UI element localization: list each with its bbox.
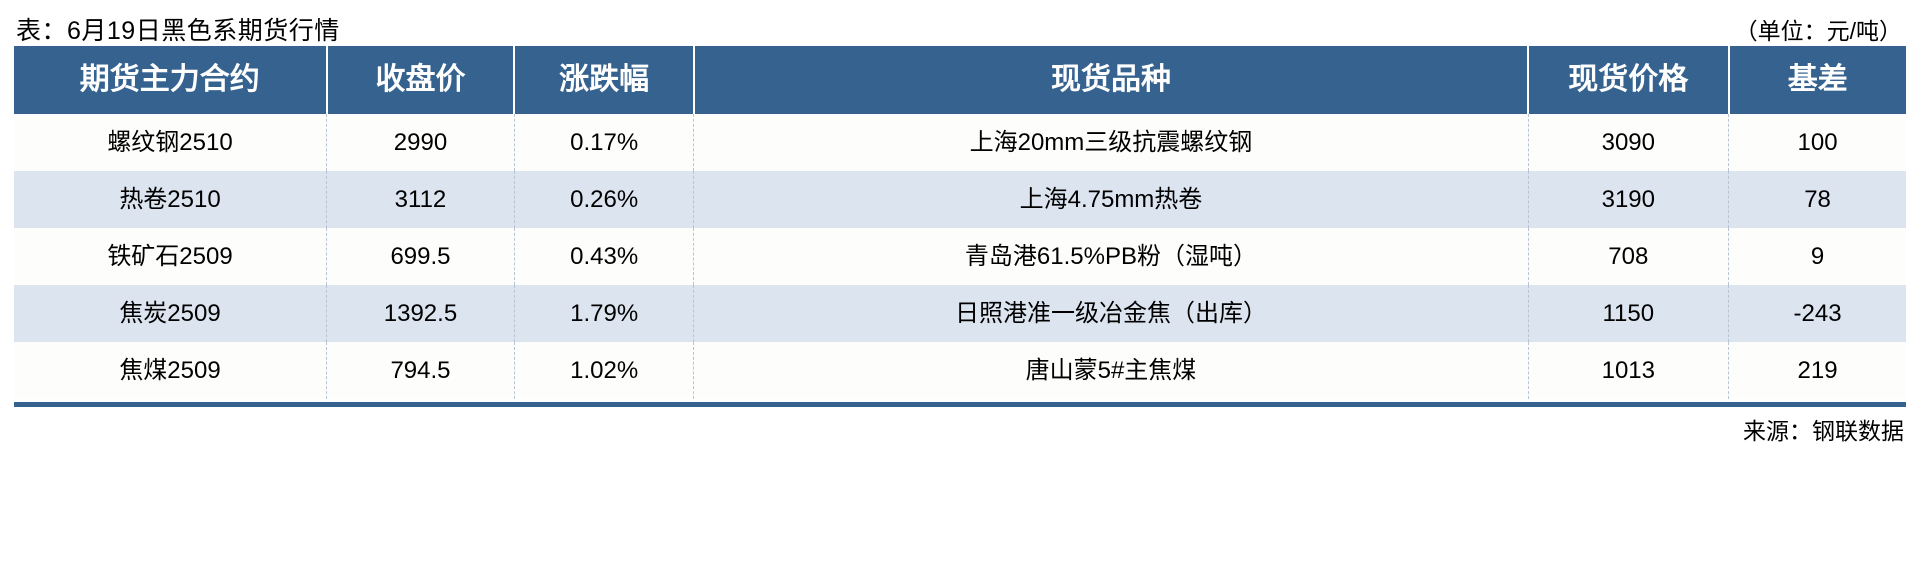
cell-change-pct: 0.17% — [514, 114, 695, 171]
table-body: 螺纹钢2510 2990 0.17% 上海20mm三级抗震螺纹钢 3090 10… — [14, 114, 1906, 399]
cell-contract: 螺纹钢2510 — [14, 114, 328, 171]
table-row: 铁矿石2509 699.5 0.43% 青岛港61.5%PB粉（湿吨） 708 … — [14, 228, 1906, 285]
cell-contract: 铁矿石2509 — [14, 228, 328, 285]
cell-spot-price: 1013 — [1528, 342, 1730, 399]
column-header-change-pct: 涨跌幅 — [514, 46, 695, 114]
cell-spot-price: 3090 — [1528, 114, 1730, 171]
column-header-close-price: 收盘价 — [326, 46, 516, 114]
cell-close-price: 1392.5 — [326, 285, 515, 342]
source-row: 来源：钢联数据 — [14, 407, 1906, 445]
cell-spot-variety: 日照港准一级冶金焦（出库） — [693, 285, 1529, 342]
cell-change-pct: 0.26% — [514, 171, 695, 228]
cell-basis: 219 — [1728, 342, 1906, 399]
table-bottom-rule — [14, 402, 1906, 407]
cell-close-price: 699.5 — [326, 228, 515, 285]
cell-spot-variety: 青岛港61.5%PB粉（湿吨） — [693, 228, 1529, 285]
table-header-row: 期货主力合约 收盘价 涨跌幅 现货品种 现货价格 基差 — [14, 46, 1906, 114]
table-row: 焦炭2509 1392.5 1.79% 日照港准一级冶金焦（出库） 1150 -… — [14, 285, 1906, 342]
cell-close-price: 794.5 — [326, 342, 515, 399]
cell-spot-variety: 唐山蒙5#主焦煤 — [693, 342, 1529, 399]
table-caption-title: 表：6月19日黑色系期货行情 — [16, 17, 340, 45]
cell-change-pct: 1.02% — [514, 342, 695, 399]
column-header-spot-variety: 现货品种 — [693, 46, 1530, 114]
table-row: 焦煤2509 794.5 1.02% 唐山蒙5#主焦煤 1013 219 — [14, 342, 1906, 399]
column-header-spot-price: 现货价格 — [1528, 46, 1730, 114]
cell-spot-price: 3190 — [1528, 171, 1730, 228]
cell-basis: 9 — [1728, 228, 1906, 285]
table-row: 螺纹钢2510 2990 0.17% 上海20mm三级抗震螺纹钢 3090 10… — [14, 114, 1906, 171]
source-label: 来源：钢联数据 — [1743, 418, 1904, 444]
table-unit-label: （单位：元/吨） — [1734, 18, 1902, 44]
cell-contract: 焦炭2509 — [14, 285, 328, 342]
column-header-basis: 基差 — [1728, 46, 1906, 114]
cell-spot-price: 708 — [1528, 228, 1730, 285]
cell-spot-price: 1150 — [1528, 285, 1730, 342]
cell-close-price: 3112 — [326, 171, 515, 228]
futures-quote-table: 期货主力合约 收盘价 涨跌幅 现货品种 现货价格 基差 螺纹钢2510 2990… — [14, 46, 1906, 399]
cell-contract: 热卷2510 — [14, 171, 328, 228]
cell-basis: 78 — [1728, 171, 1906, 228]
cell-contract: 焦煤2509 — [14, 342, 328, 399]
cell-change-pct: 1.79% — [514, 285, 695, 342]
caption-row: 表：6月19日黑色系期货行情 （单位：元/吨） — [14, 0, 1906, 46]
cell-spot-variety: 上海4.75mm热卷 — [693, 171, 1529, 228]
cell-basis: -243 — [1728, 285, 1906, 342]
cell-spot-variety: 上海20mm三级抗震螺纹钢 — [693, 114, 1529, 171]
cell-basis: 100 — [1728, 114, 1906, 171]
cell-close-price: 2990 — [326, 114, 515, 171]
cell-change-pct: 0.43% — [514, 228, 695, 285]
table-header: 期货主力合约 收盘价 涨跌幅 现货品种 现货价格 基差 — [14, 46, 1906, 114]
column-header-contract: 期货主力合约 — [14, 46, 328, 114]
table-row: 热卷2510 3112 0.26% 上海4.75mm热卷 3190 78 — [14, 171, 1906, 228]
